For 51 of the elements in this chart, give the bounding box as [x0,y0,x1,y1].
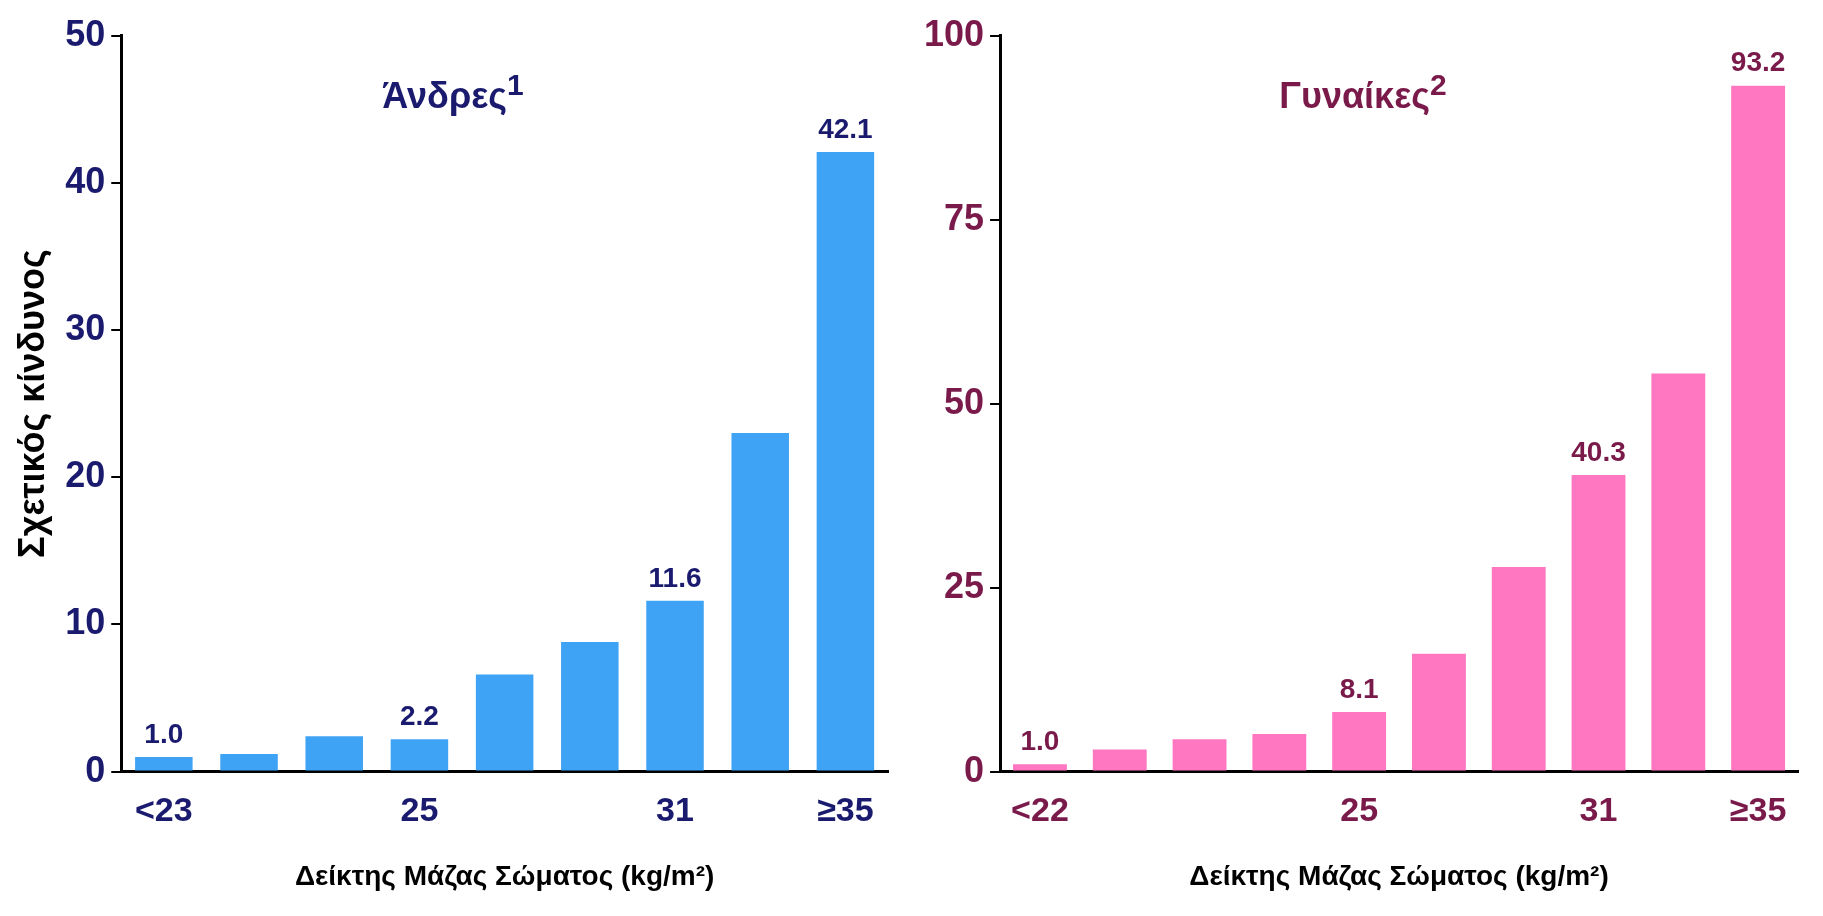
y-tick-label: 50 [65,12,106,54]
bar [1013,764,1067,771]
x-tick-label: 25 [400,790,439,829]
data-label: 1.0 [144,717,184,749]
x-tick-label: 31 [1579,790,1618,829]
data-label: 42.1 [818,112,873,144]
y-tick-label: 75 [944,196,985,238]
text: Γυναίκες$^{2}$ [1279,68,1447,116]
bar [1731,85,1786,771]
x-tick-label: ≥35 [1729,790,1787,829]
bar [561,642,619,771]
bar [305,736,363,771]
bar [1491,566,1546,771]
y-tick-label: 0 [964,748,985,790]
bar [816,151,875,771]
data-label: 40.3 [1571,435,1626,467]
y-tick-label: 20 [65,454,106,496]
y-tick-label: 50 [944,380,985,422]
data-label: 8.1 [1339,672,1379,704]
bar [475,674,534,771]
y-tick-label: 25 [944,564,985,606]
x-axis-title: Δείκτης Μάζας Σώματος (kg/m²) [1189,859,1609,891]
bar [390,739,449,771]
text: Άνδρες$^{1}$ [382,68,524,116]
x-tick-label: 31 [656,790,694,829]
data-label: 11.6 [648,561,702,593]
y-tick-label: 30 [65,306,106,348]
bar [135,756,193,771]
x-tick-label: 25 [1340,790,1379,829]
bar [1252,734,1307,771]
bar [1412,653,1466,771]
data-label: 93.2 [1730,46,1786,78]
x-axis-title: Δείκτης Μάζας Σώματος (kg/m²) [294,859,715,891]
data-label: 2.2 [399,699,439,731]
bar [1571,474,1626,771]
bar [220,753,278,771]
bar [646,600,704,771]
x-tick-label: <22 [1011,790,1069,829]
data-label: 1.0 [1020,724,1060,756]
y-tick-label: 40 [65,159,106,201]
y-tick-label: 100 [923,12,985,54]
y-tick-label: 0 [85,748,106,790]
bar [1651,373,1706,771]
bar [1332,711,1387,771]
y-axis-title: Σχετικός κίνδυνος [10,249,52,558]
bar [1172,739,1227,771]
x-tick-label: ≥35 [817,790,874,829]
y-tick-label: 10 [65,601,106,643]
bar [731,433,789,771]
x-tick-label: <23 [135,790,193,829]
bar [1092,749,1147,771]
